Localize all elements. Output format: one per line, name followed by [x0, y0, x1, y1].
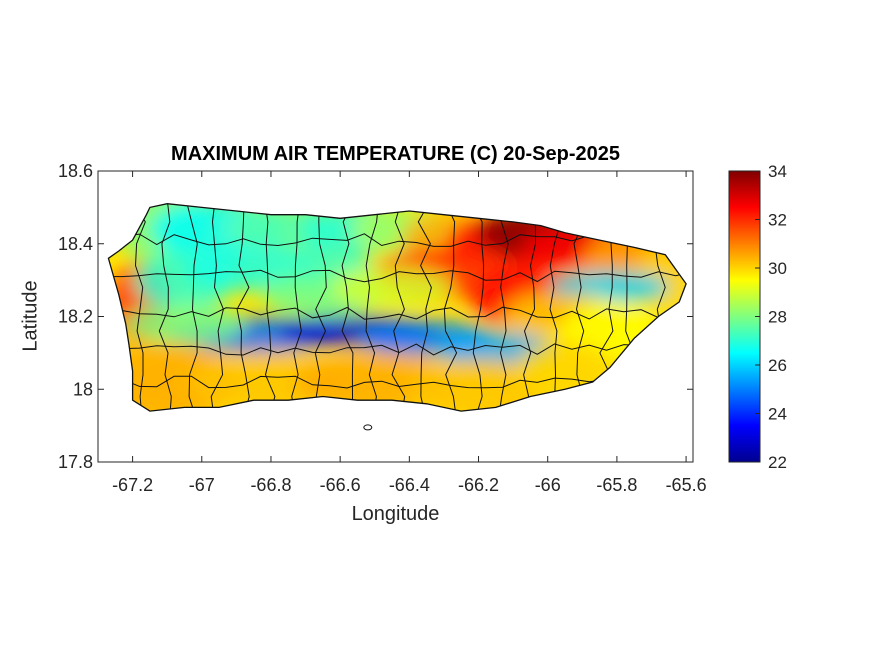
municipality-boundary	[264, 203, 276, 412]
colorbar-tick-label: 32	[768, 211, 787, 230]
temperature-surface	[108, 203, 687, 412]
x-tick-label: -66.8	[250, 475, 291, 495]
temperature-blob	[332, 267, 452, 308]
colorbar-tick-label: 26	[768, 356, 787, 375]
colorbar-tick-label: 34	[768, 162, 787, 181]
temperature-field	[108, 203, 687, 412]
municipality-boundary	[132, 203, 146, 412]
x-tick-label: -67	[189, 475, 215, 495]
municipality-boundary	[469, 203, 485, 412]
x-tick-label: -65.8	[596, 475, 637, 495]
y-axis: 17.8 18 18.2 18.4 18.6	[58, 161, 693, 472]
x-tick-label: -66	[535, 475, 561, 495]
y-tick-label: 17.8	[58, 452, 93, 472]
municipality-boundary	[573, 203, 585, 412]
colorbar-tick-label: 22	[768, 453, 787, 472]
colorbar-tick-label: 28	[768, 308, 787, 327]
y-tick-label: 18	[73, 379, 93, 399]
municipality-boundary	[185, 203, 198, 412]
colorbar-ticks: 22 24 26 28 30 32 34	[755, 162, 787, 472]
municipality-boundary	[417, 203, 432, 412]
colorbar-tick-label: 30	[768, 259, 787, 278]
municipality-boundary	[391, 203, 406, 412]
y-tick-label: 18.6	[58, 161, 93, 181]
x-tick-label: -66.2	[458, 475, 499, 495]
x-tick-label: -67.2	[112, 475, 153, 495]
municipality-boundary	[314, 203, 327, 412]
island-outline	[107, 203, 687, 412]
x-axis: -67.2 -67 -66.8 -66.6 -66.4 -66.2 -66 -65.8 -65.…	[112, 171, 707, 495]
municipality-boundary	[341, 203, 355, 412]
municipality-boundary	[108, 306, 687, 320]
municipality-boundary	[498, 203, 509, 412]
colorbar-tick-label: 24	[768, 405, 787, 424]
municipality-boundary	[108, 269, 687, 283]
x-tick-label: -65.6	[666, 475, 707, 495]
chart-title: MAXIMUM AIR TEMPERATURE (C) 20-Sep-2025	[171, 143, 620, 165]
y-tick-label: 18.4	[58, 234, 93, 254]
x-axis-label: Longitude	[351, 503, 440, 525]
x-tick-label: -66.4	[389, 475, 430, 495]
municipality-boundary	[236, 203, 250, 412]
municipality-boundary	[158, 203, 172, 412]
temperature-blob	[124, 303, 245, 344]
small-island	[363, 424, 373, 431]
municipality-boundary	[549, 203, 562, 412]
y-tick-label: 18.2	[58, 307, 93, 327]
colorbar: 22 24 26 28 30 32 34	[728, 162, 787, 472]
municipality-boundary	[108, 342, 687, 356]
x-tick-label: -66.6	[320, 475, 361, 495]
